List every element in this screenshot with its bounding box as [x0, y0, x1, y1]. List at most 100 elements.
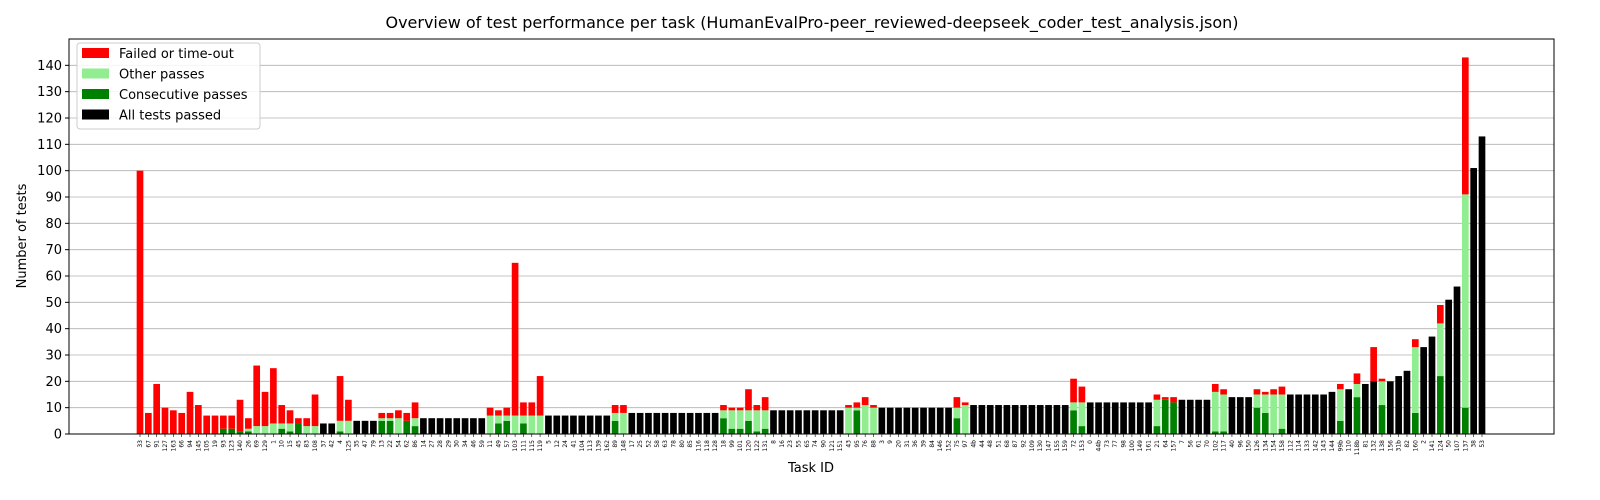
x-tick-label: 29	[445, 440, 452, 448]
x-tick-label: 118b	[1354, 440, 1361, 455]
x-tick-label: 14	[420, 440, 427, 448]
bar-all_passed-151	[836, 410, 844, 434]
bar-other-57	[503, 415, 511, 421]
bar-all_passed-84	[928, 407, 936, 434]
bar-all_passed-56	[1186, 399, 1194, 434]
bar-failed-124	[1436, 304, 1444, 324]
bar-other-43	[845, 407, 852, 434]
x-tick-label: 44b	[1096, 440, 1103, 452]
x-tick-label: 98	[1121, 440, 1128, 448]
x-tick-label: 144	[1329, 440, 1336, 452]
bar-consecutive-99b	[1336, 420, 1344, 434]
x-tick-label: 105	[204, 440, 211, 452]
x-tick-label: 134	[1262, 440, 1269, 452]
x-tick-label: 25	[637, 440, 644, 448]
bar-other-26	[245, 428, 252, 432]
bar-failed-86	[411, 402, 419, 419]
bar-all_passed-29	[445, 418, 452, 434]
x-tick-label: 90	[821, 440, 828, 448]
x-tick-label: 28	[437, 440, 444, 448]
bar-other-99b	[1336, 389, 1344, 421]
bar-all_passed-41	[570, 415, 577, 434]
bar-all_passed-4b	[970, 405, 977, 434]
y-tick-label: 120	[37, 112, 62, 127]
bar-all_passed-82	[1403, 370, 1411, 434]
bar-all_passed-31	[903, 407, 911, 434]
bar-all_passed-20	[895, 407, 902, 434]
x-tick-label: 115	[529, 440, 536, 452]
bar-consecutive-137	[1461, 407, 1469, 434]
bar-all_passed-34	[461, 418, 469, 434]
x-tick-label: 78	[670, 440, 677, 448]
x-tick-label: 1	[270, 440, 277, 444]
bar-failed-94	[186, 391, 194, 434]
bar-all_passed-14	[420, 418, 427, 434]
bar-consecutive-93	[220, 428, 227, 434]
x-tick-label: 113	[587, 440, 594, 452]
bar-other-138	[1378, 381, 1386, 406]
bar-failed-10	[278, 405, 286, 424]
bar-failed-153	[1078, 386, 1086, 403]
bar-other-129	[261, 426, 269, 434]
bar-failed-157	[1170, 397, 1177, 403]
bar-failed-103	[511, 262, 519, 416]
bar-all_passed-44	[978, 405, 986, 434]
bar-all_passed-104	[578, 415, 586, 434]
x-tick-label: 100	[1129, 440, 1136, 452]
legend-swatch-consecutive	[82, 89, 109, 99]
bar-all_passed-27	[428, 418, 436, 434]
bar-failed-118b	[1353, 373, 1361, 384]
bar-all_passed-78	[670, 412, 677, 434]
bar-other-75	[953, 407, 961, 419]
bar-other-119	[536, 415, 544, 434]
bar-consecutive-120	[745, 420, 752, 434]
bar-failed-19	[211, 415, 219, 434]
bar-all_passed-9	[886, 407, 894, 434]
bar-all_passed-147	[1045, 405, 1052, 434]
bar-all_passed-80	[678, 412, 686, 434]
x-tick-label: 31	[904, 440, 911, 448]
x-tick-label: 50	[1446, 440, 1453, 448]
legend-label-consecutive: Consecutive passes	[119, 88, 248, 103]
x-tick-label: 153	[1079, 440, 1086, 452]
x-tick-label: 7	[1179, 440, 1186, 444]
bar-other-13	[378, 418, 386, 421]
bar-failed-67	[145, 412, 152, 434]
legend: Failed or time-out Other passes Consecutiv…	[76, 42, 261, 130]
bar-all_passed-81	[1361, 383, 1369, 434]
bar-failed-140	[236, 399, 244, 432]
bar-other-76	[861, 405, 869, 434]
bar-consecutive-157	[1170, 402, 1177, 434]
bar-other-101	[736, 410, 744, 429]
bar-all_passed-2	[1420, 347, 1427, 434]
bar-all_passed-113	[586, 415, 594, 434]
x-tick-label: 52	[645, 440, 652, 448]
x-tick-label: 54	[395, 440, 402, 448]
bar-consecutive-102	[1211, 431, 1219, 434]
bar-all_passed-90	[820, 410, 827, 434]
x-tick-label: 53	[1479, 440, 1486, 448]
x-tick-label: 99b	[1337, 440, 1344, 452]
x-tick-label: 35	[354, 440, 361, 448]
x-tick-label: 4b	[971, 440, 978, 448]
x-tick-label: 86	[412, 440, 419, 448]
bar-other-95	[853, 407, 861, 411]
bar-failed-54	[395, 410, 402, 419]
x-tick-label: 131	[762, 440, 769, 452]
bar-all_passed-37	[320, 423, 327, 434]
bar-failed-83	[303, 418, 311, 427]
x-tick-label: 11	[487, 440, 494, 448]
bar-consecutive-122	[753, 431, 761, 434]
x-tick-label: 96	[1237, 440, 1244, 448]
bar-failed-120	[745, 389, 752, 411]
bar-all_passed-50	[1445, 299, 1452, 434]
x-tick-label: 117	[1221, 440, 1228, 452]
bar-other-115	[528, 415, 536, 434]
bar-other-15	[286, 423, 294, 432]
x-tick-label: 72	[1071, 440, 1078, 448]
bar-all_passed-31b	[1395, 376, 1402, 434]
bar-other-137	[1461, 194, 1469, 408]
x-tick-label: 126	[1254, 440, 1261, 452]
bar-all_passed-156	[1386, 381, 1394, 434]
